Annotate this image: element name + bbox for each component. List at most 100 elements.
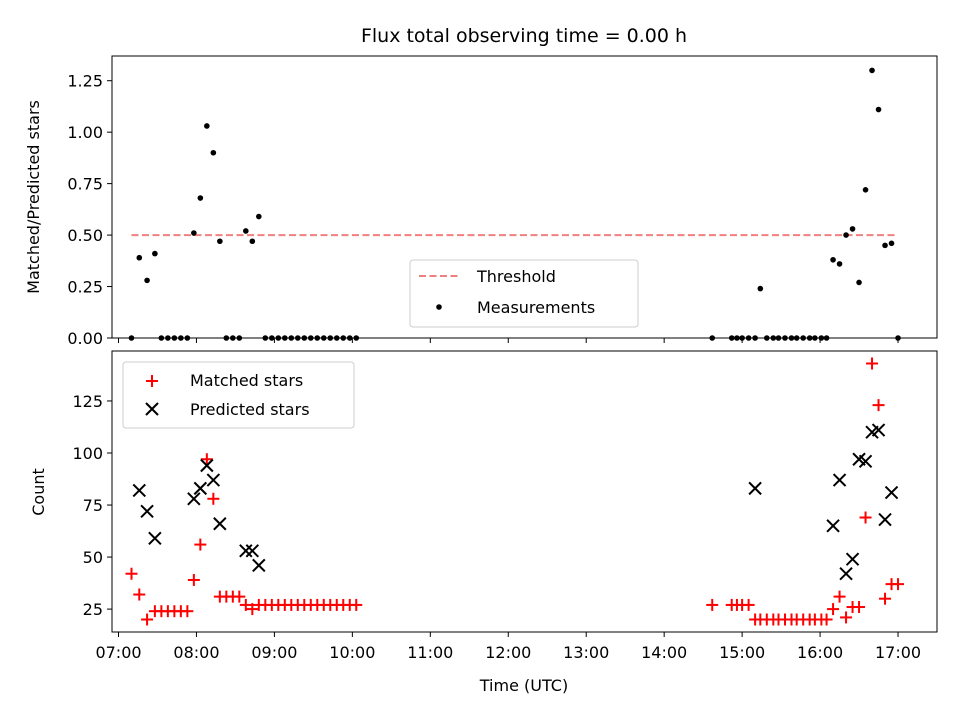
matched-stars-point bbox=[706, 598, 719, 611]
measurement-point bbox=[849, 226, 856, 232]
legend-predicted-label: Predicted stars bbox=[190, 400, 310, 419]
matched-stars-point bbox=[133, 588, 146, 601]
x-tick-label: 14:00 bbox=[641, 643, 687, 662]
predicted-stars-point bbox=[748, 481, 762, 496]
chart-title: Flux total observing time = 0.00 h bbox=[361, 25, 687, 47]
y-tick-label: 25 bbox=[83, 600, 103, 619]
matched-stars-point bbox=[827, 603, 840, 616]
matched-stars-point bbox=[872, 399, 885, 412]
measurement-point bbox=[204, 123, 210, 129]
measurement-point bbox=[144, 277, 150, 284]
measurement-point bbox=[217, 238, 223, 245]
y-tick-label: 0.50 bbox=[67, 226, 103, 245]
x-tick-label: 17:00 bbox=[875, 643, 921, 662]
bottom-axes-frame bbox=[111, 350, 938, 633]
predicted-stars-point bbox=[200, 458, 214, 473]
bottom-panel: 25 50 75 100 125 07:00 08:00 09:00 10:00 11:00 12… bbox=[29, 350, 938, 695]
bottom-y-axis: 25 50 75 100 125 bbox=[72, 392, 112, 619]
x-tick-label: 07:00 bbox=[95, 643, 141, 662]
matched-stars-point bbox=[187, 573, 200, 586]
predicted-stars-point bbox=[845, 552, 860, 566]
matched-stars-point bbox=[181, 605, 194, 618]
matched-stars-point bbox=[125, 567, 138, 580]
matched-stars-point bbox=[207, 492, 220, 505]
predicted-stars-point bbox=[884, 485, 899, 500]
legend-matched-swatch bbox=[146, 375, 158, 387]
x-tick-label: 16:00 bbox=[797, 643, 843, 662]
y-tick-label: 1.00 bbox=[67, 123, 103, 142]
matched-stars-point bbox=[742, 598, 755, 611]
measurement-point bbox=[136, 254, 143, 261]
x-tick-label: 15:00 bbox=[719, 643, 765, 662]
predicted-stars-point bbox=[148, 531, 162, 546]
predicted-stars-point bbox=[132, 483, 146, 498]
x-tick-label: 10:00 bbox=[329, 643, 375, 662]
predicted-stars-point bbox=[826, 519, 840, 533]
top-legend-frame bbox=[409, 259, 639, 328]
predicted-stars-point bbox=[140, 504, 154, 518]
measurement-point bbox=[191, 230, 197, 236]
predicted-stars-point bbox=[245, 544, 260, 558]
top-x-axis bbox=[117, 338, 899, 343]
matched-stars-point bbox=[840, 611, 853, 624]
bottom-legend-frame bbox=[122, 361, 355, 429]
predicted-stars-point bbox=[832, 473, 847, 487]
measurement-point bbox=[210, 149, 217, 156]
measurement-point bbox=[152, 250, 158, 257]
matched-stars-point bbox=[141, 613, 154, 626]
matched-stars-point bbox=[833, 590, 846, 603]
legend-matched-label: Matched stars bbox=[190, 371, 303, 390]
legend-measurements-label: Measurements bbox=[477, 298, 595, 317]
bottom-legend: Matched stars Predicted stars bbox=[122, 361, 355, 429]
measurement-point bbox=[843, 232, 849, 238]
top-legend: Threshold Measurements bbox=[409, 259, 639, 328]
x-tick-label: 11:00 bbox=[407, 643, 453, 662]
matched-stars-point bbox=[853, 601, 866, 614]
y-tick-label: 0.75 bbox=[67, 175, 103, 194]
matched-stars-point bbox=[820, 613, 833, 626]
top-axes-frame bbox=[111, 55, 938, 339]
x-tick-label: 12:00 bbox=[485, 643, 531, 662]
predicted-stars-point bbox=[187, 492, 201, 506]
measurement-point bbox=[830, 256, 836, 263]
top-panel: 0.00 0.25 0.50 0.75 1.00 1.25 Matched/Predict… bbox=[24, 55, 938, 348]
bottom-plot-area bbox=[125, 357, 905, 626]
predicted-stars-point bbox=[193, 481, 208, 496]
measurement-point bbox=[888, 240, 895, 247]
matched-stars-point bbox=[859, 511, 872, 524]
y-tick-label: 1.25 bbox=[67, 72, 103, 91]
legend-predicted-swatch bbox=[145, 402, 159, 416]
measurement-point bbox=[249, 238, 256, 245]
y-tick-label: 100 bbox=[72, 444, 103, 463]
predicted-stars-point bbox=[213, 517, 227, 531]
predicted-stars-point bbox=[206, 473, 221, 487]
matched-stars-point bbox=[350, 598, 363, 611]
measurement-point bbox=[836, 261, 843, 267]
measurement-point bbox=[862, 186, 869, 193]
measurement-point bbox=[757, 285, 764, 292]
legend-threshold-label: Threshold bbox=[476, 267, 556, 286]
matched-stars-point bbox=[892, 578, 905, 591]
x-tick-label: 08:00 bbox=[173, 643, 219, 662]
y-tick-label: 0.25 bbox=[67, 278, 103, 297]
y-tick-label: 50 bbox=[83, 548, 103, 567]
measurement-point bbox=[856, 279, 862, 286]
predicted-stars-point bbox=[858, 454, 873, 469]
measurement-point bbox=[882, 242, 888, 249]
x-tick-label: 09:00 bbox=[251, 643, 297, 662]
top-y-axis-label: Matched/Predicted stars bbox=[24, 100, 43, 294]
measurement-point bbox=[243, 228, 249, 234]
matched-stars-point bbox=[879, 592, 892, 605]
measurement-point bbox=[875, 106, 882, 113]
x-axis-label: Time (UTC) bbox=[479, 676, 568, 695]
matched-stars-point bbox=[200, 453, 213, 466]
predicted-stars-point bbox=[839, 567, 853, 581]
matched-stars-point bbox=[239, 598, 252, 611]
x-tick-label: 13:00 bbox=[563, 643, 609, 662]
matched-stars-point bbox=[194, 538, 207, 551]
matched-stars-point bbox=[246, 603, 259, 616]
top-y-axis: 0.00 0.25 0.50 0.75 1.00 1.25 bbox=[67, 72, 112, 348]
y-tick-label: 0.00 bbox=[67, 329, 103, 348]
matched-stars-point bbox=[866, 357, 879, 370]
